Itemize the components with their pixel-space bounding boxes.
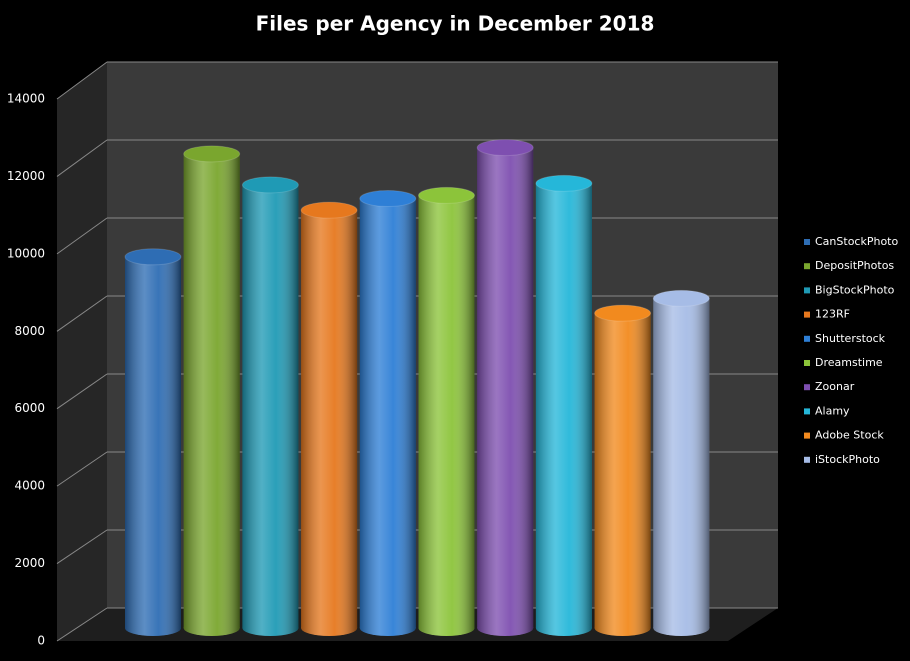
side-wall <box>57 62 107 641</box>
legend-swatch <box>804 239 810 245</box>
grid-line <box>56 61 108 100</box>
legend-label: DepositPhotos <box>815 259 894 272</box>
cylinder-top <box>476 139 534 157</box>
bar-shade <box>535 183 592 629</box>
legend-swatch <box>804 384 810 391</box>
grid-line <box>56 373 108 410</box>
grid-line <box>56 529 108 564</box>
legend-label: iStockPhoto <box>815 453 880 466</box>
legend-swatch <box>804 287 810 294</box>
y-tick-label: 0 <box>37 634 45 648</box>
chart-title: Files per Agency in December 2018 <box>256 12 655 36</box>
y-tick-label: 12000 <box>7 169 45 183</box>
legend-label: Dreamstime <box>815 356 883 369</box>
cylinder-top <box>300 201 358 219</box>
bar-shade <box>477 147 534 628</box>
legend-label: CanStockPhoto <box>815 235 898 248</box>
legend-swatch <box>804 311 810 318</box>
grid-line <box>56 139 108 177</box>
legend-label: Alamy <box>815 404 850 417</box>
y-tick-label: 8000 <box>14 324 45 338</box>
y-tick-label: 14000 <box>7 92 45 106</box>
bar-shade <box>125 256 181 628</box>
legend-label: 123RF <box>815 308 850 321</box>
legend-swatch <box>804 335 810 342</box>
grid-line <box>56 217 108 255</box>
legend-label: Zoonar <box>815 380 855 393</box>
cylinder-top <box>418 186 475 204</box>
cylinder-top <box>652 289 710 307</box>
y-tick-label: 2000 <box>14 556 45 570</box>
cylinder-top <box>241 176 299 194</box>
legend-label: Shutterstock <box>815 332 886 345</box>
bar-shade <box>183 153 240 629</box>
y-tick-label: 6000 <box>14 401 45 415</box>
legend-label: Adobe Stock <box>815 429 884 442</box>
legend-swatch <box>804 456 810 463</box>
bar-shade <box>653 298 710 628</box>
y-tick-label: 10000 <box>7 246 45 260</box>
bar-shade <box>594 313 651 628</box>
bar-shade <box>301 210 358 628</box>
y-tick-label: 4000 <box>14 479 45 493</box>
grid-line <box>56 451 108 487</box>
bar-shade <box>418 195 475 629</box>
cylinder-top <box>183 145 241 163</box>
grid-line <box>56 607 108 642</box>
legend-swatch <box>804 360 810 366</box>
legend-swatch <box>804 263 810 270</box>
bar-shade <box>359 198 416 628</box>
legend-swatch <box>804 432 810 439</box>
bar-shade <box>242 184 299 628</box>
cylinder-top <box>535 174 593 192</box>
cylinder-top <box>124 248 182 266</box>
legend-swatch <box>804 408 810 415</box>
cylinder-top <box>359 190 417 208</box>
grid-line <box>56 295 108 332</box>
legend-label: BigStockPhoto <box>815 283 895 296</box>
cylinder-top <box>594 304 652 322</box>
